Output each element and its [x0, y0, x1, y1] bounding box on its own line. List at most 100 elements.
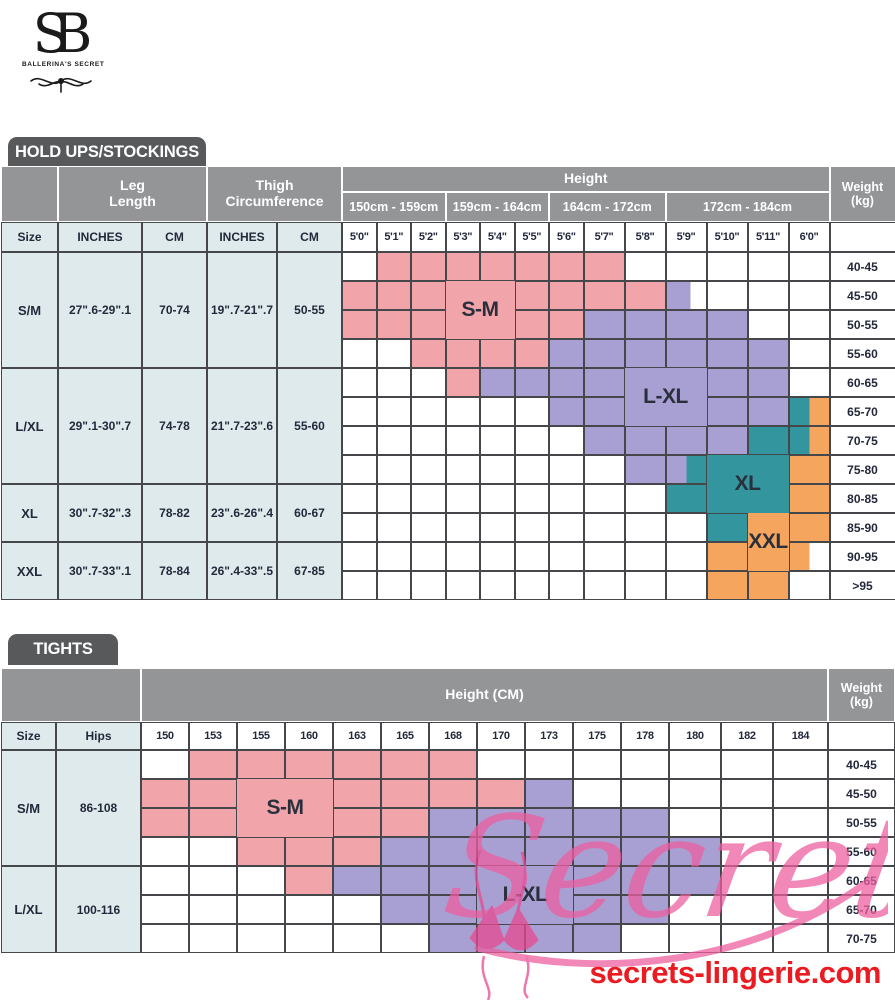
height-col-label: 178	[621, 722, 669, 750]
matrix-cell	[381, 779, 429, 808]
matrix-cell	[342, 397, 377, 426]
matrix-cell	[477, 924, 525, 953]
matrix-cell	[624, 484, 666, 513]
matrix-cell	[376, 455, 411, 484]
region-label: S-M	[445, 281, 515, 339]
column-header: INCHES	[58, 222, 142, 252]
matrix-cell	[189, 895, 237, 924]
height-col-label: 184	[773, 722, 828, 750]
weight-value: 60-65	[828, 866, 895, 895]
thigh-inches-value: 21".7-23".6	[207, 368, 277, 484]
weight-value: 75-80	[829, 455, 895, 484]
matrix-cell	[411, 426, 446, 455]
thigh-circumference-header: Thigh Circumference	[207, 166, 342, 222]
height-col-label: 5'11"	[747, 222, 789, 252]
matrix-cell	[429, 750, 477, 779]
matrix-cell	[624, 513, 666, 542]
matrix-cell	[665, 339, 707, 368]
matrix-cell	[514, 455, 549, 484]
height-col-label: 5'5"	[514, 222, 549, 252]
matrix-cell	[747, 397, 789, 426]
matrix-cell	[788, 571, 830, 600]
leg-cm-value: 78-82	[142, 484, 207, 542]
matrix-cell	[747, 281, 789, 310]
matrix-cell	[411, 542, 446, 571]
region-label: XL	[706, 455, 789, 513]
matrix-cell	[665, 426, 707, 455]
weight-value: 90-95	[829, 542, 895, 571]
height-col-label: 5'4"	[480, 222, 515, 252]
matrix-cell	[706, 281, 748, 310]
matrix-cell	[333, 866, 381, 895]
matrix-cell	[549, 484, 584, 513]
matrix-cell	[376, 339, 411, 368]
weight-value: 60-65	[829, 368, 895, 397]
matrix-cell	[381, 895, 429, 924]
matrix-cell	[573, 750, 621, 779]
column-header: Size	[1, 222, 58, 252]
matrix-cell	[788, 339, 830, 368]
matrix-cell	[411, 368, 446, 397]
matrix-cell	[549, 571, 584, 600]
matrix-cell	[624, 571, 666, 600]
matrix-cell	[665, 281, 707, 310]
height-range-header: 159cm - 164cm	[445, 192, 549, 222]
matrix-cell	[411, 513, 446, 542]
matrix-cell	[141, 837, 189, 866]
section-title-holdups: HOLD UPS/STOCKINGS	[14, 143, 200, 161]
matrix-cell	[342, 542, 377, 571]
weight-value: 55-60	[829, 339, 895, 368]
matrix-cell	[706, 252, 748, 281]
weight-value: >95	[829, 571, 895, 600]
matrix-cell	[445, 397, 480, 426]
matrix-cell	[285, 895, 333, 924]
matrix-cell	[624, 455, 666, 484]
height-col-label: 182	[721, 722, 773, 750]
matrix-cell	[189, 866, 237, 895]
matrix-cell	[514, 484, 549, 513]
matrix-cell	[573, 779, 621, 808]
hips-value: 100-116	[56, 866, 141, 953]
matrix-cell	[773, 779, 828, 808]
region-label: S-M	[237, 779, 333, 837]
matrix-cell	[333, 779, 381, 808]
matrix-cell	[706, 397, 748, 426]
matrix-cell	[480, 252, 515, 281]
matrix-cell	[788, 513, 830, 542]
thigh-cm-value: 55-60	[277, 368, 342, 484]
matrix-cell	[721, 750, 773, 779]
matrix-cell	[514, 571, 549, 600]
matrix-cell	[583, 368, 625, 397]
matrix-cell	[525, 924, 573, 953]
matrix-cell	[788, 397, 830, 426]
matrix-cell	[549, 426, 584, 455]
matrix-cell	[381, 808, 429, 837]
height-col-label: 5'6"	[549, 222, 584, 252]
matrix-cell	[549, 513, 584, 542]
leg-cm-value: 74-78	[142, 368, 207, 484]
matrix-cell	[624, 542, 666, 571]
matrix-cell	[721, 779, 773, 808]
size-label: XL	[1, 484, 58, 542]
height-col-label: 5'8"	[624, 222, 666, 252]
height-col-label: 163	[333, 722, 381, 750]
matrix-cell	[773, 750, 828, 779]
matrix-cell	[706, 513, 748, 542]
matrix-cell	[480, 426, 515, 455]
matrix-cell	[480, 571, 515, 600]
matrix-cell	[583, 455, 625, 484]
matrix-cell	[573, 895, 621, 924]
thigh-inches-value: 23".6-26".4	[207, 484, 277, 542]
height-header: Height	[342, 166, 830, 192]
matrix-cell	[583, 310, 625, 339]
matrix-cell	[381, 750, 429, 779]
height-col-label: 168	[429, 722, 477, 750]
matrix-cell	[376, 281, 411, 310]
matrix-cell	[445, 252, 480, 281]
matrix-cell	[514, 281, 549, 310]
weight-value: 45-50	[828, 779, 895, 808]
height-col-label: 6'0"	[788, 222, 830, 252]
matrix-cell	[621, 808, 669, 837]
flourish-icon	[22, 72, 100, 99]
